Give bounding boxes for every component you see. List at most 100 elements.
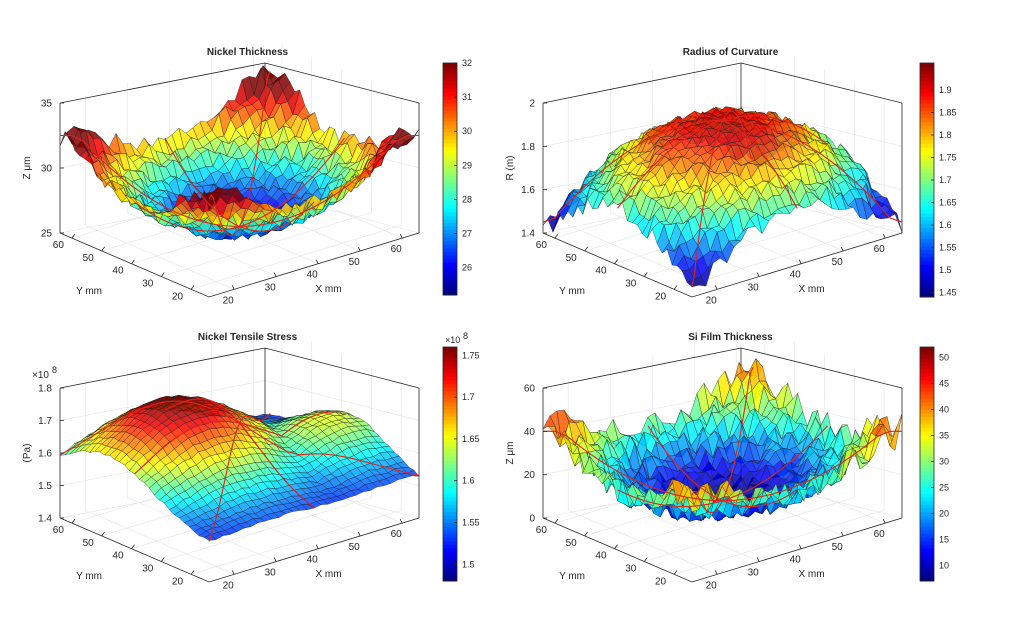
- colorbar-step: [920, 372, 934, 377]
- y-tick-label: 30: [142, 279, 154, 290]
- colorbar-step: [920, 293, 934, 298]
- colorbar-step: [920, 289, 934, 294]
- colorbar-step: [443, 354, 457, 359]
- y-tick-label: 50: [566, 253, 578, 264]
- colorbar-step: [443, 287, 457, 292]
- colorbar-step: [920, 365, 934, 370]
- y-tick-label: 40: [112, 266, 124, 277]
- colorbar-step: [920, 529, 934, 534]
- y-tick-label: 20: [655, 291, 667, 302]
- z-tick-label: 1.8: [38, 384, 52, 395]
- colorbar-step: [920, 66, 934, 71]
- colorbar-step: [443, 493, 457, 498]
- colorbar-step: [443, 390, 457, 396]
- colorbar-step: [443, 548, 457, 553]
- colorbar-tick-label: 28: [462, 194, 472, 204]
- colorbar-step: [443, 276, 457, 281]
- fit-curves: [60, 71, 419, 237]
- x-tick-label: 40: [790, 555, 802, 566]
- colorbar-step: [920, 187, 934, 192]
- colorbar-step: [443, 482, 457, 487]
- x-tick-label: 30: [265, 568, 277, 579]
- y-tick-label: 20: [172, 291, 184, 302]
- z-axis-label: (Pa): [22, 444, 33, 463]
- colorbar-step: [443, 164, 457, 169]
- colorbar-step: [443, 357, 457, 363]
- colorbar-step: [443, 347, 457, 352]
- colorbar-step: [443, 102, 457, 107]
- colorbar-step: [920, 482, 934, 487]
- colorbar-step: [920, 286, 934, 291]
- colorbar-step: [443, 182, 457, 187]
- colorbar-step: [443, 157, 457, 162]
- colorbar-step: [920, 220, 934, 225]
- colorbar-step: [920, 139, 934, 144]
- colorbar-step: [443, 387, 457, 392]
- y-tick-label: 60: [536, 240, 548, 251]
- colorbar-step: [443, 139, 457, 144]
- colorbar-step: [920, 88, 934, 93]
- x-axis-label: X mm: [798, 284, 824, 295]
- colorbar-step: [443, 379, 457, 385]
- colorbar-tick-label: 1.45: [939, 288, 957, 298]
- colorbar-step: [443, 222, 457, 227]
- colorbar-tick-label: 1.55: [939, 243, 957, 253]
- colorbar-step: [920, 383, 934, 388]
- y-tick-label: 20: [172, 576, 184, 587]
- colorbar-step: [920, 154, 934, 159]
- colorbar-step: [443, 186, 457, 191]
- colorbar-step: [443, 273, 457, 278]
- colorbar-step: [443, 405, 457, 410]
- colorbar-step: [443, 84, 457, 89]
- colorbar-step: [920, 249, 934, 254]
- colorbar-step: [443, 456, 457, 461]
- y-tick-label: 60: [53, 525, 65, 536]
- colorbar-tick-label: 20: [939, 508, 949, 518]
- colorbar-tick-label: 1.5: [939, 265, 952, 275]
- z-tick-label: 1.5: [38, 481, 52, 492]
- colorbar-step: [920, 183, 934, 188]
- colorbar-step: [920, 489, 934, 494]
- colorbar-step: [443, 247, 457, 252]
- colorbar-step: [920, 566, 934, 571]
- colorbar-step: [920, 357, 934, 363]
- x-tick-label: 40: [307, 270, 319, 281]
- colorbar-step: [920, 84, 934, 90]
- colorbar-tick-label: 29: [462, 160, 472, 170]
- colorbar-step: [920, 456, 934, 461]
- colorbar-step: [920, 427, 934, 432]
- colorbar-step: [443, 551, 457, 556]
- colorbar-step: [443, 269, 457, 274]
- colorbar-step: [443, 570, 457, 575]
- colorbar-step: [443, 244, 457, 249]
- colorbar-step: [920, 562, 934, 567]
- colorbar-step: [443, 416, 457, 421]
- colorbar-step: [920, 165, 934, 170]
- colorbar-step: [443, 526, 457, 531]
- fit-curves: [542, 110, 903, 287]
- z-tick-label: 40: [524, 427, 536, 438]
- colorbar-step: [920, 161, 934, 166]
- colorbar-tick-label: 27: [462, 229, 472, 239]
- x-tick-label: 60: [874, 244, 886, 255]
- colorbar-step: [443, 427, 457, 432]
- colorbar-step: [920, 256, 934, 261]
- colorbar-step: [443, 179, 457, 184]
- colorbar-step: [920, 474, 934, 480]
- colorbar-tick-label: 31: [462, 92, 472, 102]
- colorbar-step: [920, 496, 934, 502]
- colorbar-step: [443, 106, 457, 111]
- colorbar-step: [443, 175, 457, 180]
- colorbar-step: [920, 412, 934, 417]
- x-tick-label: 50: [349, 257, 361, 268]
- colorbar-step: [443, 215, 457, 220]
- colorbar-step: [920, 275, 934, 280]
- z-tick-label: 1.6: [521, 185, 535, 196]
- colorbar-step: [920, 198, 934, 203]
- colorbar-step: [920, 81, 934, 86]
- colorbar-step: [443, 398, 457, 403]
- colorbar-step: [920, 264, 934, 269]
- colorbar-step: [920, 245, 934, 250]
- colorbar-tick-label: 1.6: [462, 476, 475, 486]
- colorbar-step: [920, 128, 934, 133]
